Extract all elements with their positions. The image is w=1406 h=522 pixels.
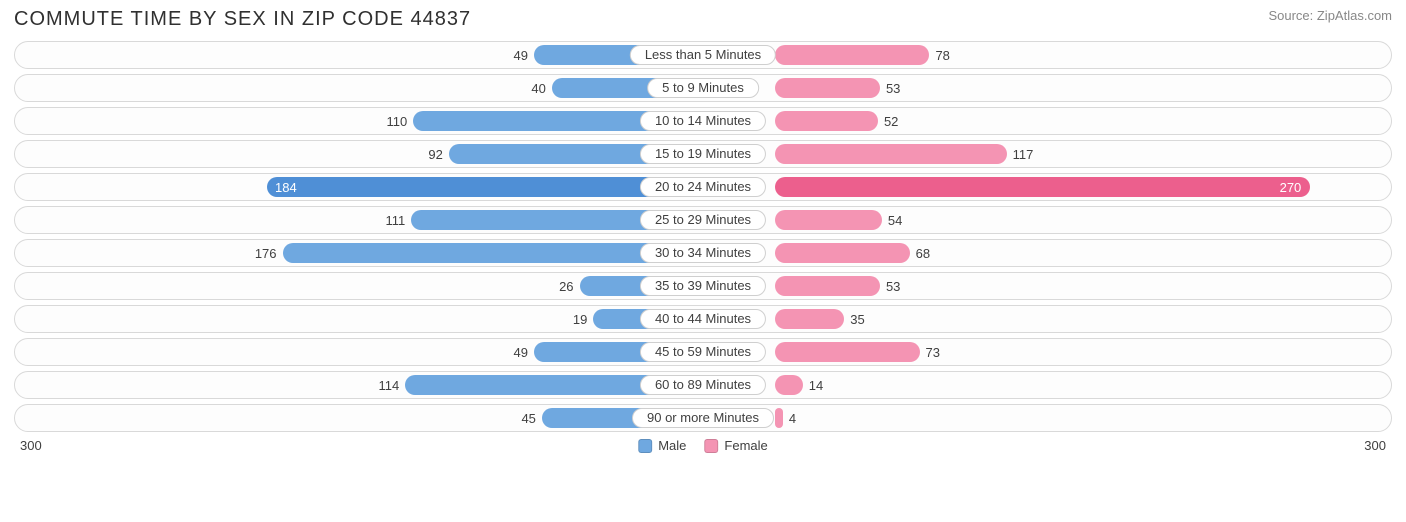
value-female: 54 bbox=[888, 207, 902, 235]
value-male: 110 bbox=[386, 108, 407, 136]
category-label: 20 to 24 Minutes bbox=[640, 177, 766, 197]
category-label: 90 or more Minutes bbox=[632, 408, 774, 428]
value-male: 184 bbox=[275, 174, 297, 202]
value-male: 19 bbox=[573, 306, 587, 334]
category-label: 45 to 59 Minutes bbox=[640, 342, 766, 362]
value-female: 270 bbox=[1280, 174, 1302, 202]
bar-female bbox=[775, 111, 878, 131]
legend-male: Male bbox=[638, 438, 686, 453]
chart-row: 30 to 34 Minutes 176 68 bbox=[14, 239, 1392, 267]
bar-female bbox=[775, 276, 880, 296]
chart-row: 20 to 24 Minutes 184 270 bbox=[14, 173, 1392, 201]
value-male: 92 bbox=[428, 141, 442, 169]
value-female: 4 bbox=[789, 405, 796, 433]
chart-footer: 300 Male Female 300 bbox=[14, 436, 1392, 458]
chart-title: Commute Time By Sex in Zip Code 44837 bbox=[14, 8, 471, 31]
category-label: 5 to 9 Minutes bbox=[647, 78, 759, 98]
value-male: 114 bbox=[379, 372, 400, 400]
value-female: 53 bbox=[886, 75, 900, 103]
value-female: 52 bbox=[884, 108, 898, 136]
chart-row: 10 to 14 Minutes 110 52 bbox=[14, 107, 1392, 135]
legend-female-swatch bbox=[704, 439, 718, 453]
value-female: 117 bbox=[1013, 141, 1034, 169]
bar-female bbox=[775, 210, 882, 230]
value-male: 49 bbox=[514, 42, 528, 70]
bar-female bbox=[775, 243, 910, 263]
chart-row: 40 to 44 Minutes 19 35 bbox=[14, 305, 1392, 333]
bar-female bbox=[775, 144, 1007, 164]
value-male: 176 bbox=[255, 240, 277, 268]
category-label: 60 to 89 Minutes bbox=[640, 375, 766, 395]
value-male: 26 bbox=[559, 273, 573, 301]
category-label: 15 to 19 Minutes bbox=[640, 144, 766, 164]
axis-label-right: 300 bbox=[1364, 438, 1386, 453]
chart-container: Commute Time By Sex in Zip Code 44837 So… bbox=[0, 0, 1406, 464]
category-label: 10 to 14 Minutes bbox=[640, 111, 766, 131]
category-label: Less than 5 Minutes bbox=[630, 45, 776, 65]
value-male: 40 bbox=[531, 75, 545, 103]
chart-row: Less than 5 Minutes 49 78 bbox=[14, 41, 1392, 69]
chart-row: 15 to 19 Minutes 92 117 bbox=[14, 140, 1392, 168]
value-female: 14 bbox=[809, 372, 823, 400]
bar-female bbox=[775, 45, 929, 65]
value-female: 53 bbox=[886, 273, 900, 301]
chart-header: Commute Time By Sex in Zip Code 44837 So… bbox=[14, 8, 1392, 31]
chart-row: 45 to 59 Minutes 49 73 bbox=[14, 338, 1392, 366]
value-male: 49 bbox=[514, 339, 528, 367]
value-female: 35 bbox=[850, 306, 864, 334]
value-female: 73 bbox=[926, 339, 940, 367]
bar-female bbox=[775, 408, 783, 428]
bar-female bbox=[775, 78, 880, 98]
bar-male bbox=[267, 177, 703, 197]
chart-row: 5 to 9 Minutes 40 53 bbox=[14, 74, 1392, 102]
chart-row: 90 or more Minutes 45 4 bbox=[14, 404, 1392, 432]
value-female: 78 bbox=[935, 42, 949, 70]
category-label: 30 to 34 Minutes bbox=[640, 243, 766, 263]
chart-row: 35 to 39 Minutes 26 53 bbox=[14, 272, 1392, 300]
bar-female bbox=[775, 309, 844, 329]
value-female: 68 bbox=[916, 240, 930, 268]
category-label: 25 to 29 Minutes bbox=[640, 210, 766, 230]
bar-female bbox=[775, 342, 920, 362]
category-label: 40 to 44 Minutes bbox=[640, 309, 766, 329]
chart-source: Source: ZipAtlas.com bbox=[1268, 8, 1392, 23]
chart-row: 60 to 89 Minutes 114 14 bbox=[14, 371, 1392, 399]
value-male: 45 bbox=[521, 405, 535, 433]
chart-row: 25 to 29 Minutes 111 54 bbox=[14, 206, 1392, 234]
category-label: 35 to 39 Minutes bbox=[640, 276, 766, 296]
bar-female bbox=[775, 375, 803, 395]
chart-legend: Male Female bbox=[638, 438, 768, 453]
legend-female-label: Female bbox=[724, 438, 767, 453]
bar-female bbox=[775, 177, 1310, 197]
axis-label-left: 300 bbox=[20, 438, 42, 453]
legend-male-swatch bbox=[638, 439, 652, 453]
value-male: 111 bbox=[385, 207, 405, 235]
chart-rows: Less than 5 Minutes49785 to 9 Minutes405… bbox=[14, 41, 1392, 432]
legend-female: Female bbox=[704, 438, 767, 453]
legend-male-label: Male bbox=[658, 438, 686, 453]
